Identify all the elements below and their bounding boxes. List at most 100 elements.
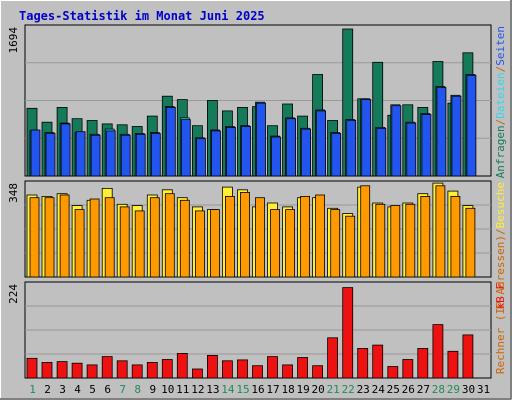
x-tick-day-11: 11 bbox=[176, 383, 189, 396]
x-tick-day-10: 10 bbox=[161, 383, 174, 396]
bar-kb-f-day-26 bbox=[402, 359, 414, 379]
bar-seiten-day-22 bbox=[346, 120, 357, 177]
x-tick-day-29: 29 bbox=[447, 383, 460, 396]
y-max-label: 348 bbox=[7, 183, 20, 203]
bar-seiten-day-8 bbox=[135, 133, 146, 177]
chart-title: Tages-Statistik im Monat Juni 2025 bbox=[19, 9, 265, 23]
bar-seiten-day-30 bbox=[466, 74, 477, 177]
x-tick-day-2: 2 bbox=[44, 383, 51, 396]
bar-kb-f-day-24 bbox=[372, 344, 384, 379]
bar-seiten-day-24 bbox=[376, 127, 387, 177]
x-tick-day-22: 22 bbox=[342, 383, 355, 396]
bar-seiten-day-4 bbox=[75, 131, 86, 177]
bar-rechner-day-25 bbox=[390, 205, 401, 278]
bar-seiten-day-7 bbox=[120, 134, 131, 177]
bar-rechner-day-2 bbox=[44, 197, 55, 278]
x-tick-day-12: 12 bbox=[191, 383, 204, 396]
bar-seiten-day-9 bbox=[150, 133, 161, 177]
bar-seiten-day-3 bbox=[60, 123, 71, 177]
bar-kb-f-day-21 bbox=[327, 337, 339, 379]
side-legend-part: / bbox=[494, 228, 507, 235]
bar-kb-f-day-1 bbox=[26, 357, 38, 379]
x-tick-day-16: 16 bbox=[251, 383, 264, 396]
bar-seiten-day-27 bbox=[421, 114, 432, 177]
bar-rechner-day-5 bbox=[89, 198, 100, 278]
bar-seiten-day-20 bbox=[316, 110, 327, 177]
x-tick-day-15: 15 bbox=[236, 383, 249, 396]
bar-rechner-day-7 bbox=[119, 206, 130, 278]
x-tick-day-18: 18 bbox=[281, 383, 294, 396]
side-legend-label: Rechner (IP-Adressen)/Besuche bbox=[494, 182, 507, 374]
bar-rechner-day-3 bbox=[59, 194, 70, 278]
x-tick-day-21: 21 bbox=[327, 383, 340, 396]
bar-seiten-day-16 bbox=[256, 102, 266, 177]
side-legend-part: / bbox=[494, 66, 507, 73]
y-max-label: 224 bbox=[7, 284, 20, 304]
bar-rechner-day-26 bbox=[405, 203, 416, 278]
x-axis-labels: 1 2 3 4 5 6 7 8 9 10 11 12 13 14 15 16 17 18 19 20 21 22 23 24 2… bbox=[29, 383, 490, 396]
bar-kb-f-day-29 bbox=[447, 350, 459, 379]
side-legend-part: kB F bbox=[494, 283, 507, 310]
bar-seiten-day-28 bbox=[436, 87, 447, 177]
x-tick-day-31: 31 bbox=[477, 383, 490, 396]
bar-seiten-day-11 bbox=[180, 119, 191, 177]
x-tick-day-5: 5 bbox=[89, 383, 96, 396]
bar-rechner-day-8 bbox=[134, 210, 145, 278]
bar-seiten-day-25 bbox=[391, 105, 402, 177]
bar-kb-f-day-23 bbox=[357, 347, 369, 379]
bar-kb-f-day-17 bbox=[267, 356, 278, 379]
series-seiten bbox=[30, 74, 477, 177]
side-legend-part: Anfragen bbox=[494, 125, 507, 178]
bar-rechner-day-21 bbox=[330, 209, 341, 278]
bar-seiten-day-13 bbox=[210, 130, 221, 177]
x-tick-day-9: 9 bbox=[149, 383, 156, 396]
series-kb-f bbox=[26, 287, 474, 379]
bar-kb-f-day-25 bbox=[387, 366, 399, 379]
bar-kb-f-day-2 bbox=[41, 361, 53, 379]
bar-rechner-day-22 bbox=[345, 215, 356, 278]
panel-traffic: 224 kB F bbox=[7, 281, 507, 379]
bar-seiten-day-18 bbox=[286, 118, 297, 177]
bar-kb-f-day-18 bbox=[282, 364, 294, 379]
x-tick-day-19: 19 bbox=[296, 383, 309, 396]
bar-rechner-day-20 bbox=[315, 194, 326, 278]
bar-seiten-day-15 bbox=[241, 126, 251, 177]
bar-kb-f-day-12 bbox=[191, 368, 203, 379]
bar-kb-f-day-30 bbox=[462, 334, 474, 379]
bar-rechner-day-24 bbox=[375, 203, 386, 278]
x-tick-day-6: 6 bbox=[104, 383, 111, 396]
bar-rechner-day-9 bbox=[149, 197, 160, 278]
bar-rechner-day-28 bbox=[435, 185, 446, 278]
bar-rechner-day-4 bbox=[74, 209, 85, 278]
x-tick-day-26: 26 bbox=[402, 383, 415, 396]
side-legend-label: kB F bbox=[494, 283, 507, 310]
bar-kb-f-day-19 bbox=[297, 357, 309, 379]
bar-seiten-day-12 bbox=[195, 138, 206, 177]
x-tick-day-23: 23 bbox=[357, 383, 370, 396]
x-tick-day-14: 14 bbox=[221, 383, 235, 396]
bar-kb-f-day-9 bbox=[146, 361, 158, 379]
bar-rechner-day-19 bbox=[300, 195, 311, 278]
bar-rechner-day-11 bbox=[179, 199, 190, 278]
bar-rechner-day-27 bbox=[420, 195, 431, 278]
bar-rechner-day-6 bbox=[104, 197, 115, 278]
side-legend-label: Anfragen/Dateien/Seiten bbox=[494, 26, 507, 178]
x-tick-day-1: 1 bbox=[29, 383, 36, 396]
bar-seiten-day-10 bbox=[165, 107, 176, 177]
y-max-label: 1694 bbox=[7, 27, 20, 54]
bar-kb-f-day-13 bbox=[206, 354, 218, 379]
bar-rechner-day-12 bbox=[194, 210, 205, 278]
bar-rechner-day-1 bbox=[29, 197, 40, 278]
bar-kb-f-day-28 bbox=[432, 324, 444, 379]
bar-kb-f-day-22 bbox=[342, 287, 354, 379]
bar-seiten-day-5 bbox=[90, 134, 101, 177]
x-tick-day-13: 13 bbox=[206, 383, 219, 396]
bar-kb-f-day-3 bbox=[56, 361, 68, 379]
bar-kb-f-day-14 bbox=[221, 360, 233, 379]
side-legend-part: Rechner (IP-Adressen) bbox=[494, 235, 507, 374]
x-tick-day-7: 7 bbox=[119, 383, 126, 396]
bar-kb-f-day-11 bbox=[176, 352, 188, 379]
